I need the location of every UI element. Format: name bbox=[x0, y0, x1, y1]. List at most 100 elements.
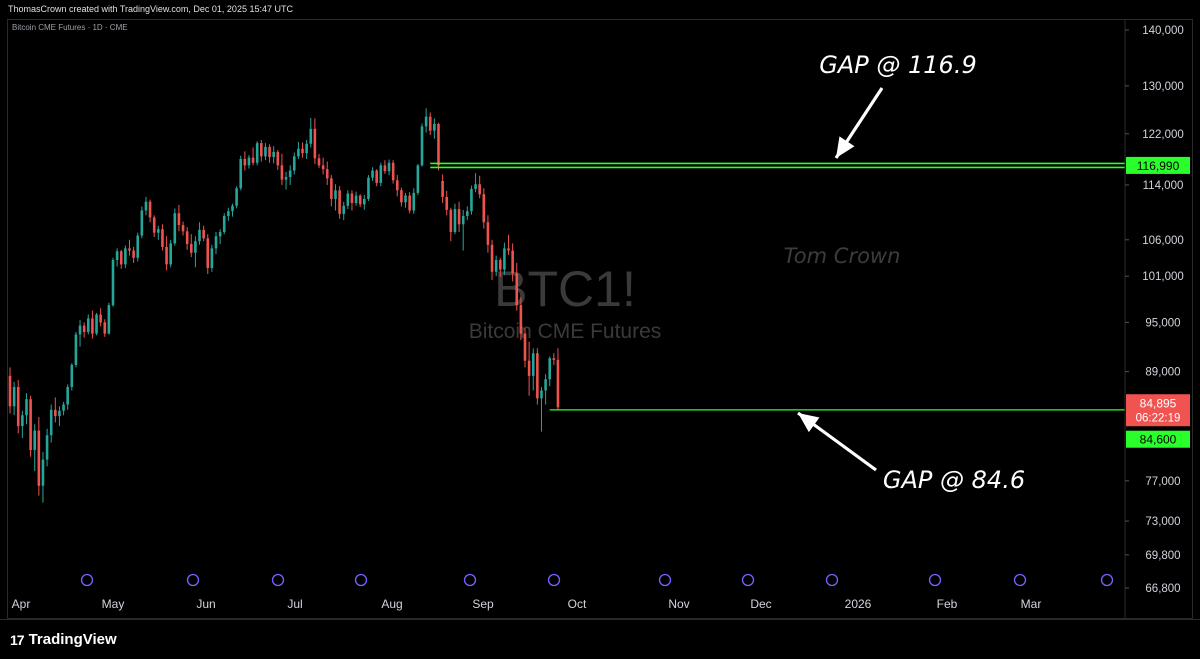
event-marker-icon[interactable] bbox=[271, 573, 285, 587]
candle-body bbox=[292, 156, 296, 171]
candle-body bbox=[33, 430, 37, 451]
chart-pane[interactable] bbox=[7, 19, 1193, 619]
event-marker-icon[interactable] bbox=[354, 573, 368, 587]
event-marker-icon[interactable] bbox=[80, 573, 94, 587]
candle-body bbox=[181, 225, 185, 232]
event-marker-icon[interactable] bbox=[1100, 573, 1114, 587]
candle-body bbox=[445, 196, 449, 210]
candle-body bbox=[144, 201, 148, 211]
candle-body bbox=[169, 243, 172, 265]
time-tick-label: Nov bbox=[668, 597, 689, 611]
candle-body bbox=[416, 165, 420, 193]
candle-body bbox=[288, 170, 292, 178]
candle-body bbox=[363, 198, 366, 205]
event-marker-icon[interactable] bbox=[186, 573, 200, 587]
candle-body bbox=[466, 211, 469, 216]
candle-body bbox=[531, 353, 535, 376]
time-tick-label: Dec bbox=[750, 597, 771, 611]
candle-body bbox=[371, 170, 374, 178]
candle-body bbox=[325, 169, 329, 179]
event-marker-icon[interactable] bbox=[928, 573, 942, 587]
time-tick-label: Mar bbox=[1021, 597, 1042, 611]
candle-body bbox=[214, 236, 218, 249]
candle-body bbox=[433, 123, 436, 131]
candle-body bbox=[441, 180, 444, 197]
price-tick-label: 89,000 bbox=[1145, 367, 1180, 379]
candle-body bbox=[86, 318, 90, 333]
candle-body bbox=[227, 211, 230, 216]
candle-body bbox=[461, 215, 465, 225]
candle-body bbox=[317, 158, 321, 166]
tradingview-brand: TradingView bbox=[28, 631, 117, 648]
candle-body bbox=[515, 273, 519, 306]
watermark: BTC1! Bitcoin CME Futures Tom Crown bbox=[469, 244, 901, 343]
event-marker-icon[interactable] bbox=[547, 573, 561, 587]
event-marker-icon[interactable] bbox=[463, 573, 477, 587]
candle-body bbox=[107, 305, 111, 334]
event-marker-icon[interactable] bbox=[825, 573, 839, 587]
candle-body bbox=[486, 222, 490, 245]
candle-body bbox=[453, 209, 457, 233]
time-tick-label: Aug bbox=[381, 597, 402, 611]
candle-body bbox=[494, 259, 498, 272]
candle-body bbox=[474, 184, 477, 189]
candle-body bbox=[260, 143, 263, 157]
event-marker-icon[interactable] bbox=[1013, 573, 1027, 587]
candle-body bbox=[132, 250, 135, 258]
watermark-name: Bitcoin CME Futures bbox=[469, 320, 662, 343]
candle-body bbox=[8, 375, 12, 407]
last-price-label-bg bbox=[1126, 394, 1190, 427]
tradingview-logo[interactable]: 17 TradingView bbox=[10, 631, 117, 648]
candle-body bbox=[45, 435, 49, 460]
candle-body bbox=[334, 190, 337, 199]
candle-body bbox=[206, 238, 210, 269]
footer-bar: 17 TradingView bbox=[0, 619, 1200, 659]
candle-body bbox=[268, 146, 271, 158]
candle-body bbox=[404, 195, 407, 203]
candle-body bbox=[346, 193, 350, 206]
price-tick-label: 95,000 bbox=[1145, 317, 1180, 329]
candle-body bbox=[29, 399, 32, 451]
symbol-info[interactable]: Bitcoin CME Futures · 1D · CME bbox=[12, 23, 128, 32]
candle-body bbox=[383, 165, 387, 172]
candle-body bbox=[95, 314, 98, 334]
candle-body bbox=[239, 158, 243, 189]
gap-top-price-label-bg bbox=[1126, 156, 1190, 174]
candle-body bbox=[503, 248, 506, 270]
watermark-symbol: BTC1! bbox=[494, 261, 636, 317]
price-tick-label: 73,000 bbox=[1145, 516, 1180, 528]
candle-body bbox=[457, 209, 461, 225]
candle-body bbox=[74, 334, 78, 365]
candle-body bbox=[62, 404, 65, 411]
candle-body bbox=[78, 325, 82, 335]
candle-body bbox=[350, 193, 354, 204]
candle-body bbox=[70, 364, 74, 388]
gap-top-annotation: GAP @ 116.9 bbox=[819, 51, 976, 79]
candle-body bbox=[284, 177, 288, 180]
event-marker-icon[interactable] bbox=[658, 573, 672, 587]
price-tick-label: 140,000 bbox=[1142, 25, 1184, 37]
price-axis[interactable]: 66,800 69,800 73,000 77,000 89,000 95,000 101,… bbox=[1124, 19, 1190, 619]
candle-body bbox=[148, 201, 152, 218]
price-tick-label: 77,000 bbox=[1145, 476, 1180, 488]
candle-body bbox=[247, 157, 251, 166]
event-marker-icon[interactable] bbox=[741, 573, 755, 587]
candle-body bbox=[41, 459, 45, 486]
candle-body bbox=[519, 305, 523, 334]
candle-body bbox=[548, 358, 552, 380]
price-tick-label: 130,000 bbox=[1142, 81, 1184, 93]
time-axis[interactable]: Apr May Jun Jul Aug Sep Oct Nov Dec 2026 Feb Mar bbox=[12, 597, 1042, 611]
candle-body bbox=[25, 399, 28, 416]
time-tick-label: Jul bbox=[287, 597, 302, 611]
candle-body bbox=[330, 178, 333, 199]
candle-body bbox=[243, 158, 247, 166]
price-tick-label: 122,000 bbox=[1142, 129, 1184, 141]
candle-body bbox=[297, 148, 300, 157]
candle-body bbox=[49, 409, 53, 436]
time-tick-label: Jun bbox=[196, 597, 215, 611]
candle-body bbox=[235, 188, 238, 206]
candle-body bbox=[498, 259, 502, 270]
candle-body bbox=[449, 209, 453, 233]
